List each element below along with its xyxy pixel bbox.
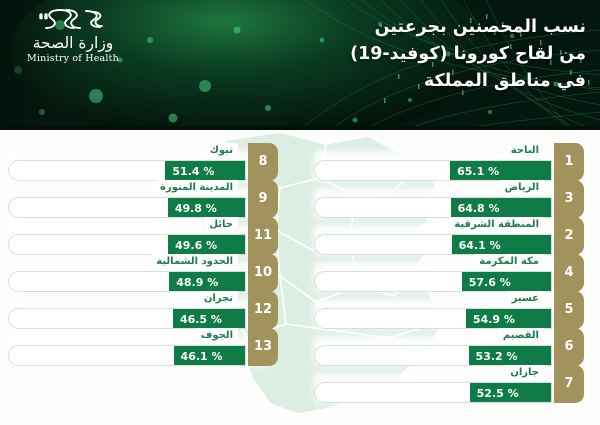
bar-value-label: 64.1 % <box>458 239 501 252</box>
bar-track: 48.9 % <box>8 271 246 292</box>
region-name-label: المنطقة الشرقية <box>449 217 544 232</box>
page-title-line-1: نسب المحصنين بجرعتين <box>374 17 586 37</box>
bar-track: 49.8 % <box>8 197 246 218</box>
bar-row: عسير 5 54.9 % <box>314 291 584 331</box>
bar-fill: 48.9 % <box>169 272 245 291</box>
bar-fill: 46.5 % <box>172 309 245 328</box>
bar-track: 51.4 % <box>8 160 246 181</box>
region-name-label: مكة المكرمة <box>474 254 544 269</box>
bar-track: 54.9 % <box>314 308 552 329</box>
region-name-label: الجوف <box>195 328 238 343</box>
bar-track: 46.5 % <box>8 308 246 329</box>
bar-fill: 49.6 % <box>168 235 245 254</box>
bar-fill: 52.5 % <box>469 383 551 402</box>
bar-row: الباحة 1 65.1 % <box>314 143 584 183</box>
bar-track: 64.1 % <box>314 234 552 255</box>
rank-badge: 8 <box>248 143 278 181</box>
header-background-pattern <box>0 0 600 130</box>
rank-badge: 9 <box>248 180 278 218</box>
bar-row: جازان 7 52.5 % <box>314 365 584 405</box>
bar-value-label: 53.2 % <box>475 350 518 363</box>
rank-badge: 13 <box>248 328 278 366</box>
bar-value-label: 46.5 % <box>179 313 222 326</box>
rank-badge: 6 <box>554 328 584 366</box>
region-name-label: المدينة المنورة <box>155 180 238 195</box>
region-name-label: تبوك <box>204 143 238 158</box>
rank-badge: 2 <box>554 217 584 255</box>
bar-track: 46.1 % <box>8 345 246 366</box>
bar-track: 49.6 % <box>8 234 246 255</box>
bar-value-label: 54.9 % <box>472 313 515 326</box>
bar-fill: 65.1 % <box>450 161 551 180</box>
bar-row: مكة المكرمة 4 57.6 % <box>314 254 584 294</box>
bar-track: 57.6 % <box>314 271 552 292</box>
moh-logo-arabic: وزارة الصحة <box>32 34 114 52</box>
rank-badge: 12 <box>248 291 278 329</box>
rank-badge: 1 <box>554 143 584 181</box>
rank-badge: 11 <box>248 217 278 255</box>
chart-body: الباحة 1 65.1 % الرياض 3 64.8 % المنطقة الشرقي… <box>0 130 600 425</box>
header-banner: وزارة الصحة Ministry of Health نسب المحص… <box>0 0 600 130</box>
rank-badge: 4 <box>554 254 584 292</box>
bar-row: المدينة المنورة 9 49.8 % <box>8 180 278 220</box>
rank-badge: 7 <box>554 365 584 403</box>
bar-row: الرياض 3 64.8 % <box>314 180 584 220</box>
rank-badge: 3 <box>554 180 584 218</box>
bar-value-label: 64.8 % <box>457 202 500 215</box>
bar-fill: 49.8 % <box>167 198 245 217</box>
bar-track: 64.8 % <box>314 197 552 218</box>
bar-value-label: 65.1 % <box>457 165 500 178</box>
bar-value-label: 49.6 % <box>175 239 218 252</box>
bar-value-label: 52.5 % <box>476 387 519 400</box>
bar-value-label: 51.4 % <box>172 165 215 178</box>
bar-track: 53.2 % <box>314 345 552 366</box>
bar-track: 52.5 % <box>314 382 552 403</box>
page-title-line-3: في مناطق المملكة <box>423 71 586 91</box>
moh-infinity-logo-icon <box>39 9 103 29</box>
region-name-label: الحدود الشمالية <box>151 254 238 269</box>
page-title: نسب المحصنين بجرعتين من لقاح كورونا (كوف… <box>186 14 586 95</box>
bar-fill: 53.2 % <box>468 346 551 365</box>
bar-row: الجوف 13 46.1 % <box>8 328 278 368</box>
bar-value-label: 49.8 % <box>174 202 217 215</box>
bar-row: حائل 11 49.6 % <box>8 217 278 257</box>
bar-row: الحدود الشمالية 10 48.9 % <box>8 254 278 294</box>
region-name-label: نجران <box>198 291 238 306</box>
bar-fill: 57.6 % <box>461 272 551 291</box>
region-name-label: الرياض <box>499 180 544 195</box>
bar-fill: 54.9 % <box>465 309 551 328</box>
bar-row: نجران 12 46.5 % <box>8 291 278 331</box>
region-name-label: القصيم <box>497 328 544 343</box>
region-name-label: حائل <box>204 217 238 232</box>
page-title-line-2: من لقاح كورونا (كوفيد-19) <box>350 44 586 64</box>
bar-fill: 46.1 % <box>173 346 245 365</box>
bar-value-label: 46.1 % <box>180 350 223 363</box>
bar-row: تبوك 8 51.4 % <box>8 143 278 183</box>
bar-value-label: 48.9 % <box>176 276 219 289</box>
region-name-label: عسير <box>506 291 544 306</box>
bar-fill: 64.8 % <box>450 198 551 217</box>
moh-logo: وزارة الصحة Ministry of Health <box>8 6 138 65</box>
bar-value-label: 57.6 % <box>468 276 511 289</box>
region-name-label: الباحة <box>505 143 544 158</box>
moh-logo-english: Ministry of Health <box>27 53 119 64</box>
rank-badge: 10 <box>248 254 278 292</box>
bar-fill: 51.4 % <box>165 161 245 180</box>
bar-track: 65.1 % <box>314 160 552 181</box>
bar-fill: 64.1 % <box>451 235 551 254</box>
region-name-label: جازان <box>505 365 544 380</box>
rank-badge: 5 <box>554 291 584 329</box>
bar-row: القصيم 6 53.2 % <box>314 328 584 368</box>
bar-row: المنطقة الشرقية 2 64.1 % <box>314 217 584 257</box>
